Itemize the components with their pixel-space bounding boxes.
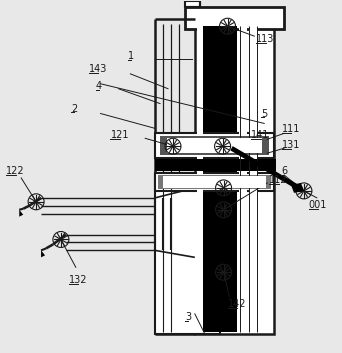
Text: 2: 2 — [71, 103, 77, 114]
Polygon shape — [185, 1, 200, 7]
Text: 6: 6 — [281, 166, 287, 176]
Bar — [239, 26, 247, 332]
Bar — [160, 136, 269, 155]
Bar — [195, 24, 274, 334]
Bar — [155, 133, 274, 158]
Text: 142: 142 — [227, 299, 246, 309]
Bar — [155, 175, 220, 334]
Text: 132: 132 — [69, 275, 87, 285]
Text: 121: 121 — [110, 130, 129, 140]
Text: 5: 5 — [261, 108, 267, 119]
Bar — [167, 138, 262, 153]
Polygon shape — [41, 250, 45, 257]
Bar — [155, 173, 274, 191]
Text: 112: 112 — [269, 175, 288, 185]
Polygon shape — [19, 210, 23, 217]
Bar — [158, 175, 271, 189]
Text: 4: 4 — [96, 81, 102, 91]
Text: 1: 1 — [128, 51, 134, 61]
Polygon shape — [291, 183, 304, 193]
Text: 001: 001 — [309, 200, 327, 210]
Text: 141: 141 — [251, 130, 270, 140]
Text: 122: 122 — [6, 166, 25, 176]
Bar — [163, 176, 266, 188]
Bar — [197, 26, 203, 332]
Text: 3: 3 — [185, 312, 191, 322]
Text: 143: 143 — [89, 64, 107, 74]
Bar — [155, 159, 276, 171]
Text: 113: 113 — [256, 34, 275, 44]
Bar — [185, 7, 284, 29]
Bar — [203, 26, 237, 332]
Text: 111: 111 — [282, 124, 301, 134]
Bar — [249, 26, 257, 332]
Text: 131: 131 — [282, 140, 301, 150]
